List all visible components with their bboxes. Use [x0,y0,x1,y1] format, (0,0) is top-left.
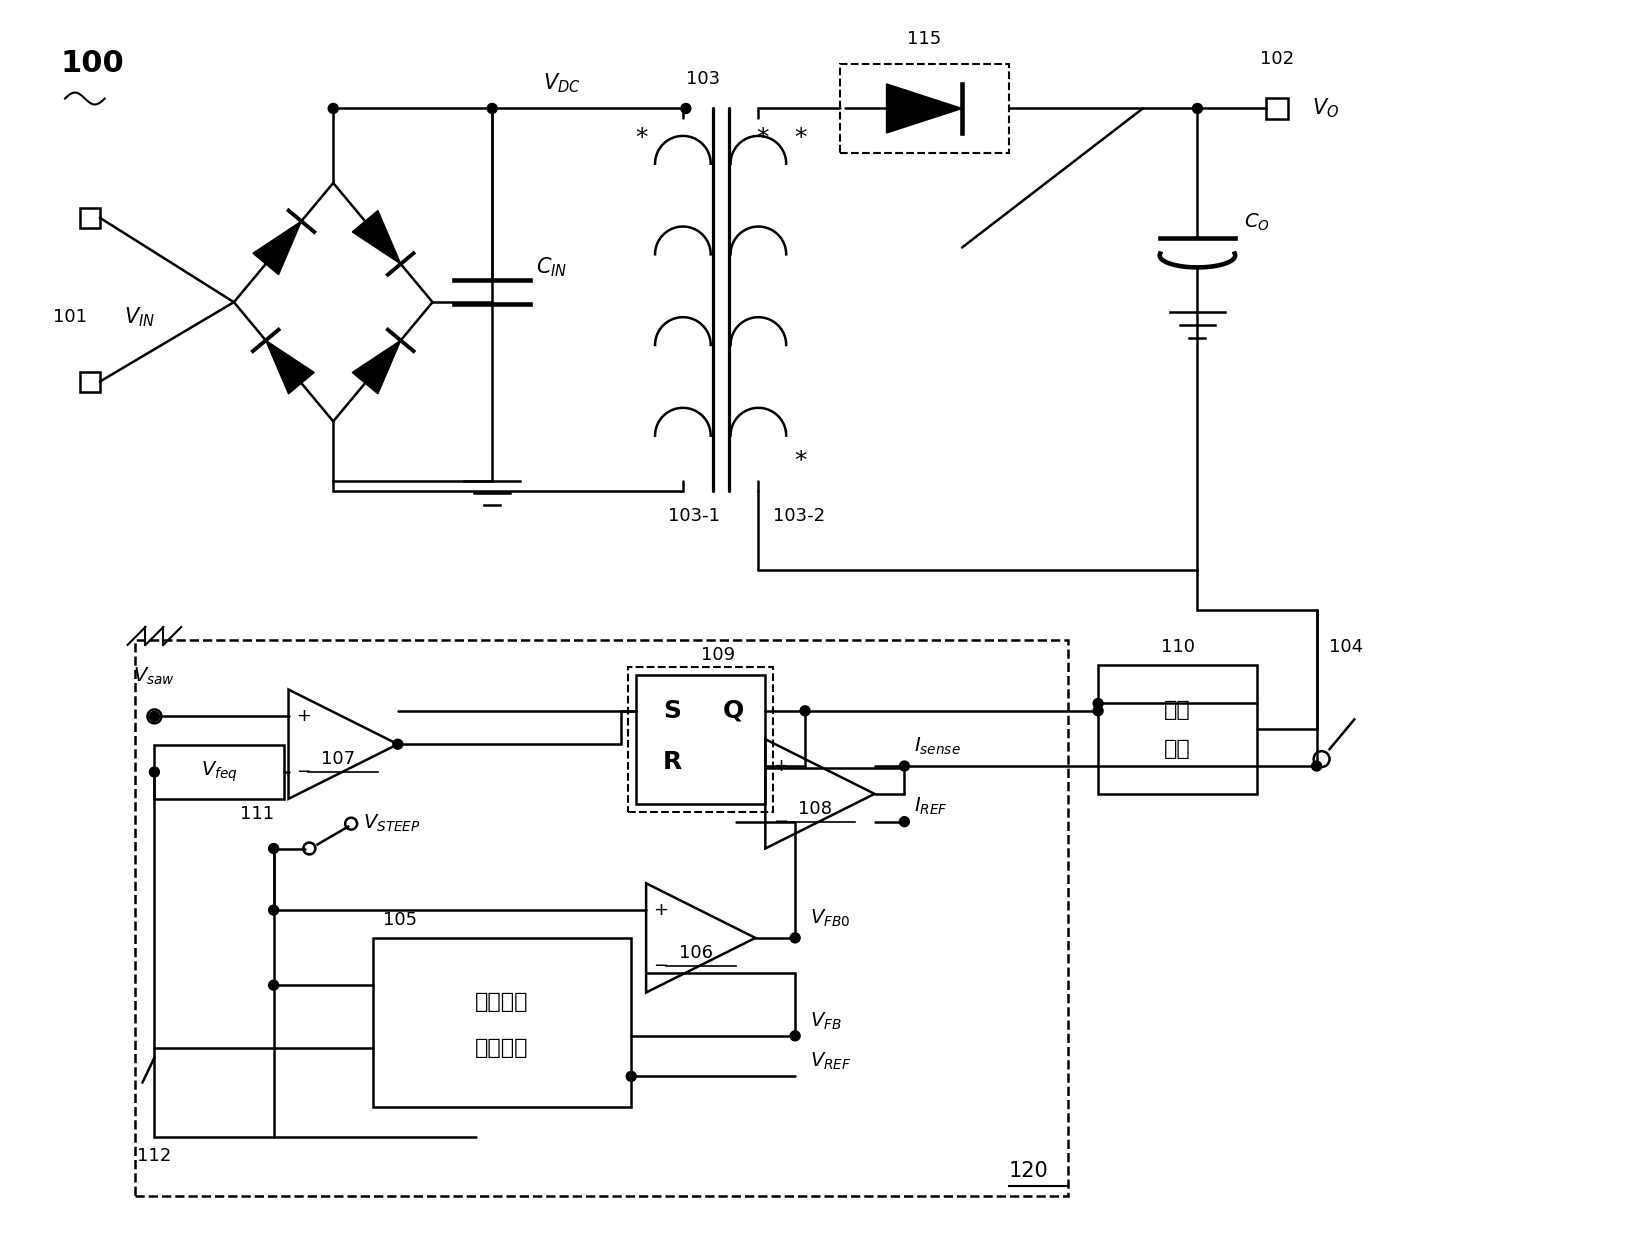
Text: $V_{saw}$: $V_{saw}$ [133,666,176,688]
Text: +: + [296,707,311,725]
Polygon shape [265,340,314,394]
Circle shape [150,768,160,778]
Text: $V_{IN}$: $V_{IN}$ [124,305,155,329]
Text: *: * [755,126,768,150]
Text: $C_O$: $C_O$ [1244,213,1270,234]
Circle shape [899,816,910,826]
Text: $I_{REF}$: $I_{REF}$ [915,796,947,818]
Polygon shape [252,221,301,275]
Bar [1267,98,1288,120]
Text: 110: 110 [1161,638,1195,656]
Text: +: + [773,758,788,775]
Circle shape [1192,104,1203,114]
Circle shape [1092,699,1104,709]
Text: 101: 101 [54,308,86,326]
Circle shape [1092,706,1104,716]
Circle shape [790,932,799,942]
Circle shape [329,104,339,114]
Circle shape [799,706,811,716]
Text: *: * [794,449,806,472]
Circle shape [790,1031,799,1041]
Text: $V_{REF}$: $V_{REF}$ [811,1051,851,1072]
Text: R: R [663,750,682,775]
Text: 单元: 单元 [1164,739,1192,759]
Circle shape [487,104,497,114]
Bar [155,745,283,799]
Bar [840,64,1009,154]
Text: −: − [773,812,788,831]
Text: $V_{FB}$: $V_{FB}$ [811,1010,842,1031]
Text: *: * [635,126,648,150]
Circle shape [1312,761,1322,771]
Bar [1099,665,1257,794]
Text: $V_O$: $V_O$ [1312,96,1338,120]
Bar [80,208,99,227]
Circle shape [681,104,690,114]
Text: 参考频率: 参考频率 [475,992,529,1012]
Circle shape [392,739,402,749]
Circle shape [269,905,278,915]
Circle shape [150,711,160,721]
Text: 112: 112 [137,1148,171,1165]
Circle shape [269,980,278,990]
Polygon shape [887,84,962,132]
Text: 103: 103 [685,70,720,88]
Text: *: * [794,126,806,150]
Text: −: − [653,956,669,975]
Text: $V_{STEEP}$: $V_{STEEP}$ [363,812,420,834]
Text: 111: 111 [239,805,274,822]
Bar [80,371,99,391]
Text: 115: 115 [907,30,941,48]
Text: $V_{FB0}$: $V_{FB0}$ [811,908,850,929]
Text: 103-1: 103-1 [667,506,720,525]
Circle shape [269,844,278,854]
Bar [135,640,1068,1196]
Text: −: − [296,762,311,781]
Text: 106: 106 [679,944,713,961]
Text: 选择单元: 选择单元 [475,1038,529,1058]
Polygon shape [352,340,400,394]
Text: 109: 109 [700,646,734,664]
Bar [628,666,773,811]
Text: $C_{IN}$: $C_{IN}$ [536,255,568,279]
Text: 108: 108 [798,800,832,818]
Bar [637,675,765,804]
Circle shape [627,1071,637,1081]
Bar [373,938,632,1106]
Text: 102: 102 [1260,50,1294,68]
Text: +: + [653,901,669,919]
Circle shape [899,761,910,771]
Text: 驱动: 驱动 [1164,700,1192,720]
Text: S: S [663,699,682,722]
Text: $V_{feq}$: $V_{feq}$ [200,760,238,784]
Text: $V_{DC}$: $V_{DC}$ [542,71,581,95]
Polygon shape [352,210,400,264]
Text: Q: Q [723,699,744,722]
Text: 120: 120 [1009,1161,1048,1181]
Text: 103-2: 103-2 [773,506,825,525]
Text: $I_{sense}$: $I_{sense}$ [915,735,961,756]
Text: 107: 107 [321,750,355,768]
Text: 100: 100 [60,49,124,79]
Text: 105: 105 [383,911,417,929]
Text: 104: 104 [1330,638,1364,656]
